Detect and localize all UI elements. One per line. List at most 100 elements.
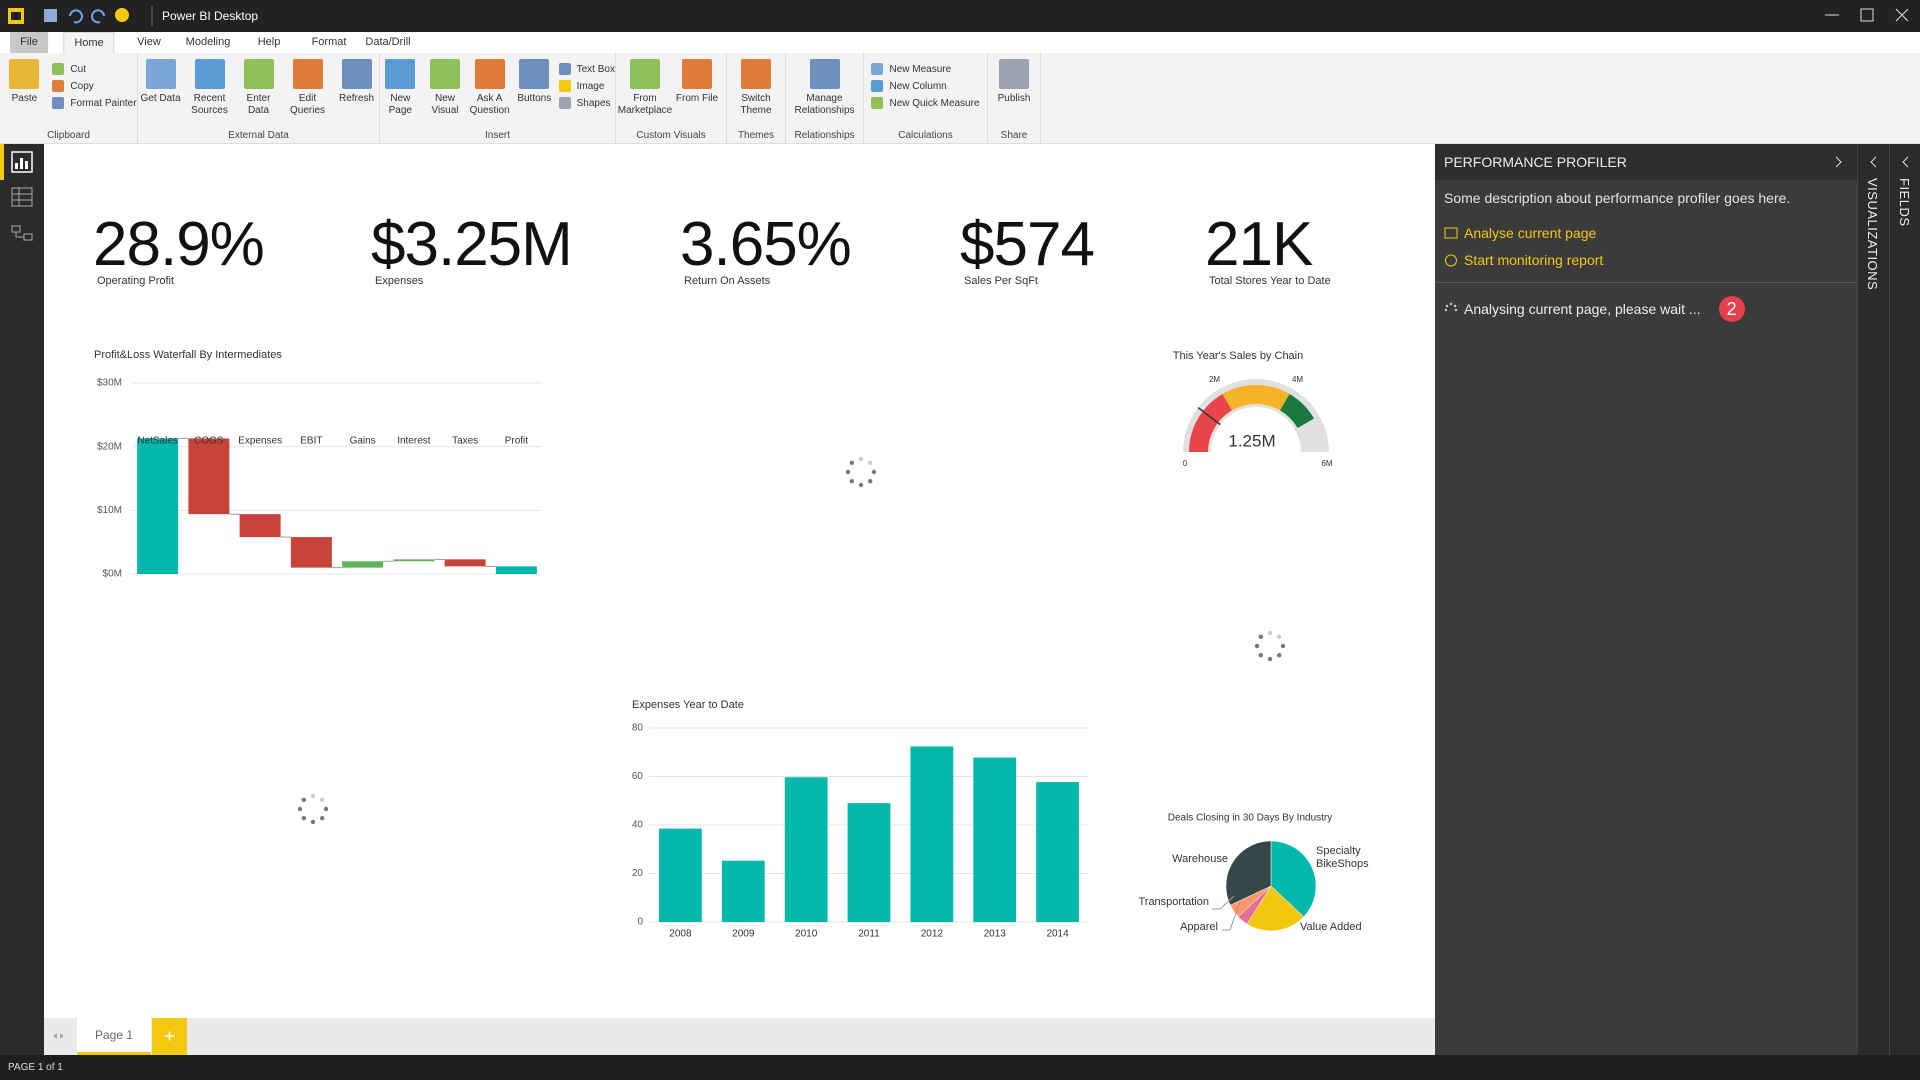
ribbon-button[interactable]: Manage Relationships — [794, 59, 855, 143]
button-label: Buttons — [517, 93, 552, 104]
ribbon-tab[interactable]: Help — [257, 36, 281, 48]
x-tick-label: 2012 — [921, 929, 944, 940]
prev-page[interactable] — [53, 1033, 57, 1039]
ribbon-button[interactable]: Enter Data — [236, 59, 281, 143]
gauge-value-marker — [1197, 406, 1221, 426]
ribbon-small-button[interactable]: Text Box — [558, 63, 615, 75]
button-label: New Column — [889, 80, 947, 92]
ribbon-small-button[interactable]: New Column — [871, 80, 979, 92]
analyse-link[interactable]: Analyse current page — [1444, 225, 1596, 241]
ribbon-button[interactable]: Get Data — [138, 59, 183, 143]
ribbon-button[interactable]: Recent Sources — [187, 59, 232, 143]
ribbon-small-button[interactable]: Cut — [52, 63, 136, 75]
gauge-band — [1222, 385, 1290, 411]
loading-dot — [849, 478, 855, 484]
ribbon-button[interactable]: New Visual — [425, 59, 466, 143]
loading-dot — [301, 797, 307, 803]
ribbon-button[interactable]: Refresh — [334, 59, 379, 143]
visualizations-tab[interactable]: VISUALIZATIONS — [1857, 144, 1889, 1055]
button-label: Format Painter — [70, 97, 137, 109]
monitor-link[interactable]: Start monitoring report — [1444, 252, 1603, 268]
close[interactable] — [1895, 8, 1909, 22]
expand[interactable] — [1868, 156, 1880, 168]
ribbon-button[interactable]: From Marketplace — [618, 59, 672, 143]
button-icon — [558, 63, 571, 75]
ribbon-group: New Measure New Column New Quick Measure Ca… — [864, 53, 988, 143]
data-view[interactable] — [11, 187, 33, 207]
ribbon-button[interactable]: Buttons — [514, 59, 555, 143]
button-icon — [741, 59, 771, 89]
gauge-band — [1189, 393, 1232, 452]
pie-slice — [1225, 840, 1272, 906]
collapse-pane[interactable] — [1833, 156, 1845, 168]
ribbon-tab[interactable]: Data/Drill — [365, 36, 411, 48]
loading-dot — [1258, 652, 1264, 658]
fields-tab[interactable]: FIELDS — [1889, 144, 1920, 1055]
ribbon-tab[interactable]: Home — [63, 32, 115, 53]
undo-icon[interactable] — [69, 9, 83, 24]
data-view-grid — [12, 188, 32, 206]
ribbon-button[interactable]: Publish — [990, 59, 1038, 143]
loading-dot — [319, 815, 325, 821]
x-tick-label: 2008 — [669, 929, 692, 940]
model-view[interactable] — [11, 225, 21, 233]
loading-dot — [849, 460, 855, 466]
save-icon[interactable] — [44, 9, 57, 22]
group-label: Custom Visuals — [636, 130, 706, 141]
x-tick-label: NetSales — [137, 436, 178, 447]
window-controls — [1825, 8, 1909, 22]
kpi-value: $574 — [960, 210, 1095, 279]
ribbon-small-button[interactable]: Shapes — [558, 97, 615, 109]
ribbon-button[interactable]: From File — [673, 59, 721, 143]
ribbon-tab[interactable]: File — [10, 32, 48, 53]
ribbon-button[interactable]: New Page — [380, 59, 421, 143]
button-label: Cut — [70, 63, 86, 75]
waterfall-bar — [444, 559, 486, 567]
link-text[interactable]: Analyse current page — [1464, 225, 1597, 241]
y-tick-label: $20M — [97, 441, 122, 452]
button-icon — [871, 97, 884, 109]
pie-label: Apparel — [1180, 921, 1218, 933]
pane-header: PERFORMANCE PROFILER — [1435, 144, 1857, 180]
ribbon-button[interactable]: Ask A Question — [469, 59, 510, 143]
feedback-icon[interactable] — [115, 8, 129, 22]
ribbon-tab[interactable]: Format — [311, 36, 347, 48]
button-label: Manage Relationships — [794, 93, 855, 116]
ribbon-small-button[interactable]: Format Painter — [52, 97, 137, 109]
side-tab-label[interactable]: VISUALIZATIONS — [1865, 178, 1880, 291]
kpi-value: 3.65% — [680, 210, 852, 279]
ribbon-small-button[interactable]: Copy — [52, 80, 136, 92]
loading-dot — [867, 478, 873, 484]
report-view[interactable] — [11, 151, 33, 173]
dot — [1445, 304, 1449, 308]
waterfall-bar — [495, 566, 537, 574]
y-tick-label: 80 — [632, 723, 644, 734]
ribbon-small-button[interactable]: Image — [558, 80, 615, 92]
next-page[interactable] — [60, 1033, 64, 1039]
report-view-bar — [25, 161, 28, 169]
button-icon — [292, 59, 323, 89]
gauge-band — [1280, 393, 1315, 428]
redo-icon[interactable] — [91, 9, 105, 24]
bar — [659, 828, 702, 922]
ribbon-small-button[interactable]: New Quick Measure — [871, 97, 980, 109]
restore[interactable] — [1860, 8, 1874, 22]
ribbon-small-button[interactable]: New Measure — [871, 63, 979, 75]
side-tab-label[interactable]: FIELDS — [1897, 178, 1912, 227]
ribbon-button[interactable]: Paste — [0, 59, 48, 143]
loading-dot — [871, 469, 877, 475]
ribbon-tab[interactable]: Modeling — [185, 36, 231, 48]
ribbon-tab[interactable]: View — [137, 36, 161, 48]
x-tick-label: Interest — [397, 436, 431, 447]
expand[interactable] — [1900, 156, 1912, 168]
ribbon-button[interactable]: Edit Queries — [285, 59, 330, 143]
model-view-link — [15, 232, 24, 238]
ribbon-button[interactable]: Switch Theme — [732, 59, 780, 143]
add-page[interactable] — [152, 1018, 187, 1055]
bar — [784, 777, 828, 922]
page-tab[interactable]: Page 1 — [77, 1018, 151, 1055]
page-tabs: Page 1 — [44, 1018, 1435, 1055]
button-icon — [145, 59, 176, 89]
link-text[interactable]: Start monitoring report — [1464, 252, 1604, 268]
